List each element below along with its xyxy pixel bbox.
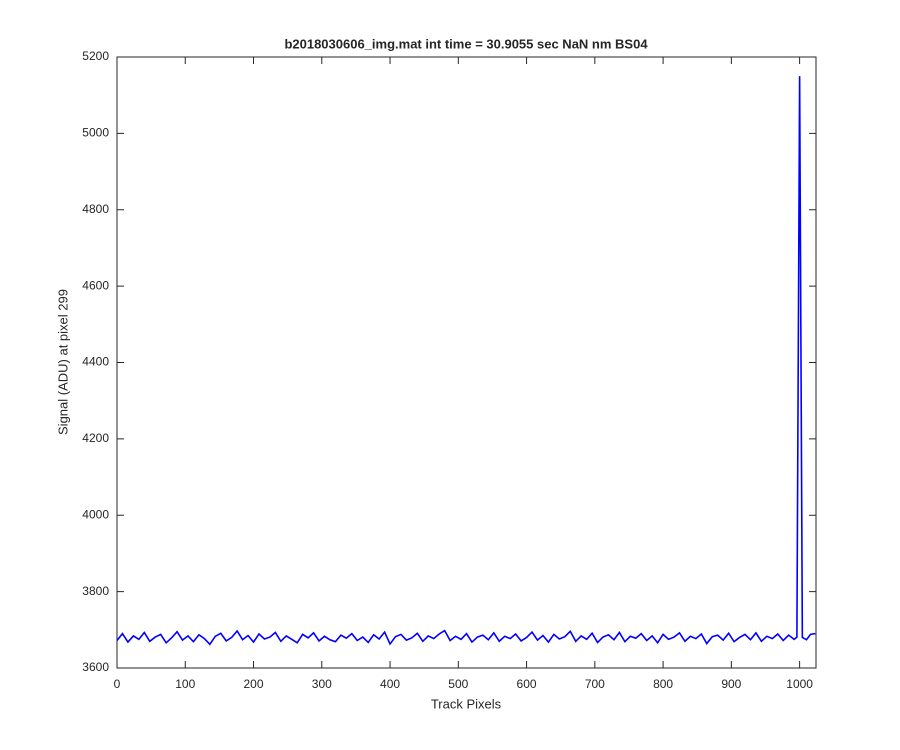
x-tick-label: 900	[721, 677, 741, 691]
y-tick-label: 4800	[82, 202, 109, 216]
x-tick-label: 300	[312, 677, 332, 691]
x-tick-label: 0	[114, 677, 121, 691]
x-tick-label: 500	[448, 677, 468, 691]
y-tick-label: 4400	[82, 355, 109, 369]
y-tick-label: 3600	[82, 660, 109, 674]
y-tick-label: 3800	[82, 584, 109, 598]
y-tick-label: 5000	[82, 126, 109, 140]
x-tick-label: 1000	[786, 677, 813, 691]
y-tick-label: 4200	[82, 431, 109, 445]
chart-title: b2018030606_img.mat int time = 30.9055 s…	[284, 36, 648, 51]
x-tick-label: 700	[585, 677, 605, 691]
y-axis-label: Signal (ADU) at pixel 299	[55, 289, 70, 435]
x-axis-label: Track Pixels	[431, 696, 502, 711]
x-tick-label: 100	[175, 677, 195, 691]
y-tick-label: 4600	[82, 278, 109, 292]
x-tick-label: 800	[653, 677, 673, 691]
y-tick-label: 4000	[82, 507, 109, 521]
y-tick-label: 5200	[82, 49, 109, 63]
x-tick-label: 600	[517, 677, 537, 691]
x-tick-label: 400	[380, 677, 400, 691]
data-line	[116, 76, 816, 646]
x-tick-label: 200	[244, 677, 264, 691]
